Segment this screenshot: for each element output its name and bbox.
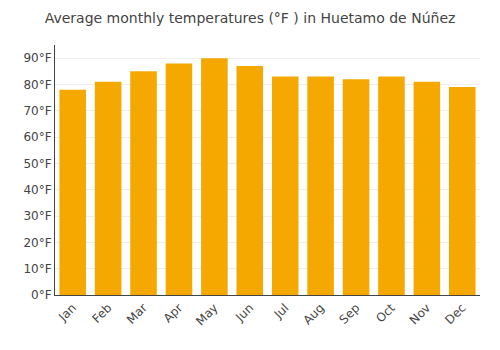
svg-text:May: May — [193, 301, 220, 328]
svg-text:0°F: 0°F — [31, 288, 52, 302]
svg-text:Feb: Feb — [90, 301, 115, 326]
svg-text:70°F: 70°F — [23, 104, 51, 118]
svg-text:60°F: 60°F — [23, 130, 51, 144]
svg-text:Nov: Nov — [407, 301, 433, 327]
svg-text:10°F: 10°F — [23, 262, 51, 276]
svg-text:Sep: Sep — [337, 301, 363, 327]
svg-text:Dec: Dec — [442, 301, 468, 327]
svg-text:Aug: Aug — [301, 301, 327, 327]
svg-text:Average monthly temperatures (: Average monthly temperatures (°F ) in Hu… — [45, 10, 456, 26]
svg-text:Oct: Oct — [373, 301, 398, 326]
svg-text:Jan: Jan — [55, 301, 79, 325]
svg-text:Jun: Jun — [232, 301, 256, 325]
svg-text:30°F: 30°F — [23, 209, 51, 223]
svg-text:Mar: Mar — [124, 301, 150, 327]
svg-text:Apr: Apr — [161, 301, 186, 326]
svg-text:50°F: 50°F — [23, 157, 51, 171]
svg-text:40°F: 40°F — [23, 183, 51, 197]
svg-text:Jul: Jul — [271, 301, 292, 322]
svg-text:90°F: 90°F — [23, 51, 51, 65]
svg-text:20°F: 20°F — [23, 236, 51, 250]
svg-text:80°F: 80°F — [23, 78, 51, 92]
